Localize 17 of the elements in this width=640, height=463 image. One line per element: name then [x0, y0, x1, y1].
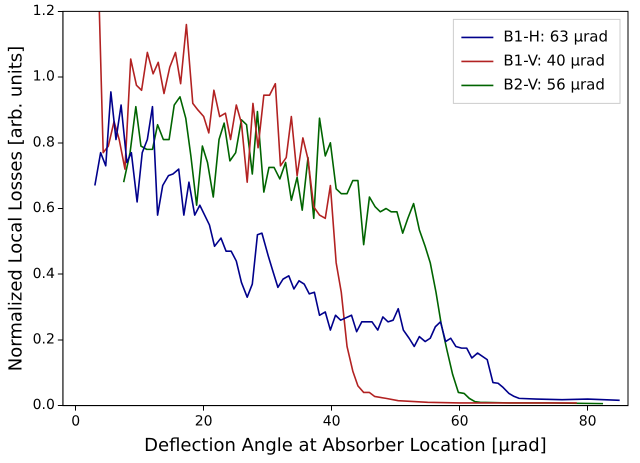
legend-label: B1-V: 40 μrad — [503, 51, 605, 70]
x-tick-label: 40 — [322, 414, 341, 430]
x-tick-label: 0 — [71, 414, 80, 430]
y-tick-label: 0.8 — [32, 134, 55, 150]
x-axis-title: Deflection Angle at Absorber Location [μrad] — [144, 434, 547, 456]
x-tick-label: 20 — [194, 414, 213, 430]
legend-label: B2-V: 56 μrad — [503, 75, 605, 94]
y-axis-title: Normalized Local Losses [arb. units] — [5, 46, 26, 372]
y-tick-label: 0.2 — [32, 332, 55, 348]
y-tick-label: 0.6 — [32, 200, 55, 216]
y-tick-label: 1.0 — [32, 68, 55, 85]
x-tick-label: 80 — [578, 414, 597, 430]
x-tick-label: 60 — [450, 414, 469, 430]
legend-label: B1-H: 63 μrad — [503, 27, 608, 46]
y-tick-label: 0.0 — [32, 397, 55, 414]
y-tick-label: 1.2 — [32, 3, 55, 20]
y-tick-label: 0.4 — [32, 266, 55, 282]
